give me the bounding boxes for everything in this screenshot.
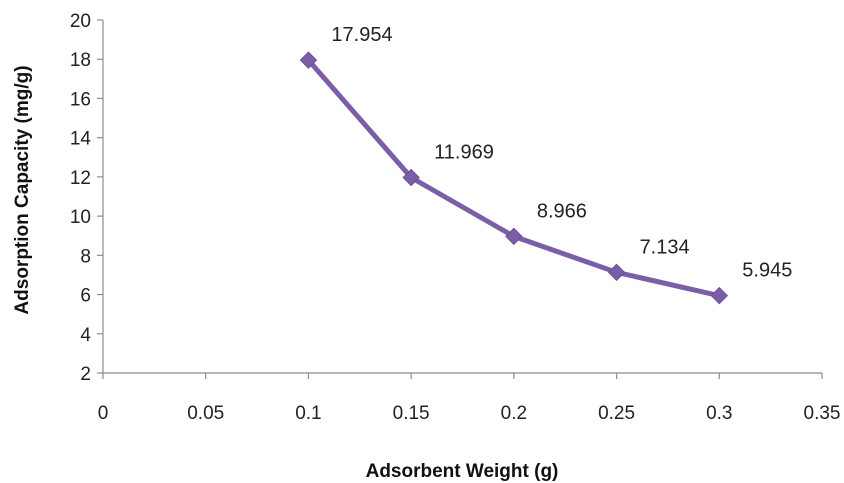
data-label: 7.134 [640,236,690,258]
y-tick-label: 16 [70,89,91,110]
y-tick-label: 8 [80,246,91,267]
x-tick-label: 0.15 [393,403,430,424]
y-tick-label: 18 [70,50,91,71]
y-tick-label: 14 [70,129,92,150]
x-tick-label: 0.25 [598,403,635,424]
y-tick-label: 6 [80,286,91,307]
x-tick-label: 0.05 [187,403,224,424]
data-label: 11.969 [434,141,494,163]
x-tick-label: 0 [98,403,109,424]
data-label-layer: 17.954 11.969 8.966 7.134 5.945 [331,24,792,282]
data-point [299,51,318,69]
x-axis: 0 0.05 0.1 0.15 0.2 0.25 0.3 0.35 [98,372,841,424]
y-tick-label: 4 [80,325,91,346]
data-label: 17.954 [331,24,392,46]
data-point [607,263,626,282]
y-tick-label: 12 [70,168,91,189]
data-label: 8.966 [537,200,587,222]
data-label: 5.945 [742,260,792,282]
x-tick-label: 0.2 [501,403,527,424]
data-point [710,286,728,305]
y-axis: 2 4 6 8 10 12 14 16 18 20 [70,11,104,385]
series-layer [299,51,728,305]
x-axis-title: Adsorbent Weight (g) [366,461,559,482]
y-tick-label: 2 [80,364,91,385]
data-point [505,227,523,246]
data-point [402,168,420,187]
y-tick-label: 10 [70,207,91,228]
x-tick-label: 0.1 [295,403,321,424]
y-tick-label: 20 [70,11,91,32]
x-tick-label: 0.35 [804,403,841,424]
x-tick-label: 0.3 [706,403,732,424]
series-line [305,57,722,299]
y-axis-title: Adsorption Capacity (mg/g) [12,65,33,314]
